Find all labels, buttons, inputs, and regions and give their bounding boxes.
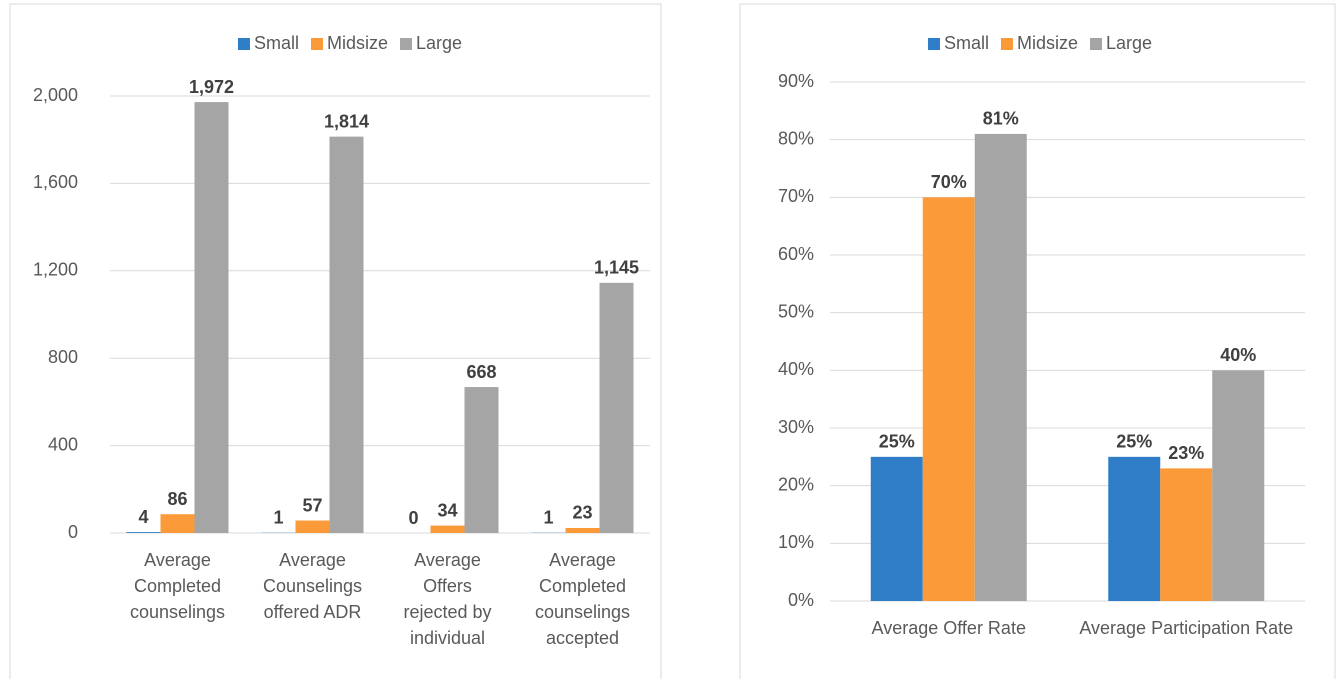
x-tick-label: Average Completed counselings <box>129 550 226 622</box>
y-tick-label: 0% <box>788 590 814 610</box>
x-tick-label: Average Participation Rate <box>1079 618 1294 638</box>
legend-label: Midsize <box>327 33 388 53</box>
legend-swatch <box>1089 38 1102 50</box>
legend-swatch <box>927 38 940 50</box>
value-label: 1,145 <box>594 258 639 278</box>
bar <box>599 282 634 533</box>
bar <box>870 456 923 601</box>
bar <box>194 102 229 534</box>
value-label: 1 <box>273 508 283 528</box>
legend-swatch <box>237 38 250 50</box>
value-label: 86 <box>167 489 187 509</box>
bar <box>160 514 195 533</box>
value-label: 34 <box>437 500 457 520</box>
y-tick-label: 70% <box>778 186 814 206</box>
value-label: 23 <box>572 503 592 523</box>
value-label: 57 <box>302 495 322 515</box>
x-tick-label: Average Offers rejected by individual <box>403 550 492 648</box>
y-tick-label: 800 <box>48 347 78 367</box>
value-label: 668 <box>466 362 496 382</box>
x-tick-label: Average Counselings offered ADR <box>262 550 363 622</box>
legend-label: Large <box>1106 33 1152 53</box>
y-tick-label: 400 <box>48 434 78 454</box>
value-label: 25% <box>1116 432 1152 452</box>
bar <box>565 527 600 533</box>
value-label: 1 <box>543 508 553 528</box>
legend-swatch <box>1000 38 1013 50</box>
y-tick-label: 50% <box>778 301 814 321</box>
legend-swatch <box>310 38 323 50</box>
bar <box>126 532 161 533</box>
value-label: 4 <box>138 507 148 527</box>
y-tick-label: 90% <box>778 71 814 91</box>
legend-label: Midsize <box>1017 33 1078 53</box>
legend-label: Small <box>254 33 299 53</box>
bar <box>974 133 1027 601</box>
panel <box>739 3 1336 679</box>
y-tick-label: 2,000 <box>33 85 78 105</box>
value-label: 0 <box>408 508 418 528</box>
y-tick-label: 0 <box>68 522 78 542</box>
x-tick-label: Average Offer Rate <box>871 618 1026 638</box>
y-tick-label: 1,200 <box>33 260 78 280</box>
value-label: 81% <box>983 109 1019 129</box>
bar <box>1108 456 1161 601</box>
bar <box>922 197 975 602</box>
bar <box>329 136 364 534</box>
bar <box>1160 468 1213 601</box>
bar <box>464 387 499 533</box>
panel <box>9 3 662 679</box>
value-label: 70% <box>931 172 967 192</box>
value-label: 40% <box>1220 345 1256 365</box>
x-tick-label: Average Completed counselings accepted <box>534 550 631 648</box>
bar <box>295 520 330 533</box>
bar <box>430 525 465 533</box>
y-tick-label: 30% <box>778 417 814 437</box>
y-tick-label: 1,600 <box>33 172 78 192</box>
y-tick-label: 40% <box>778 359 814 379</box>
legend-swatch <box>399 38 412 50</box>
y-tick-label: 10% <box>778 532 814 552</box>
bar <box>1212 370 1265 601</box>
value-label: 25% <box>879 432 915 452</box>
y-tick-label: 60% <box>778 244 814 264</box>
value-label: 1,814 <box>324 111 369 131</box>
value-label: 1,972 <box>189 77 234 97</box>
value-label: 23% <box>1168 443 1204 463</box>
y-tick-label: 20% <box>778 474 814 494</box>
y-tick-label: 80% <box>778 128 814 148</box>
legend-label: Small <box>944 33 989 53</box>
legend-label: Large <box>416 33 462 53</box>
